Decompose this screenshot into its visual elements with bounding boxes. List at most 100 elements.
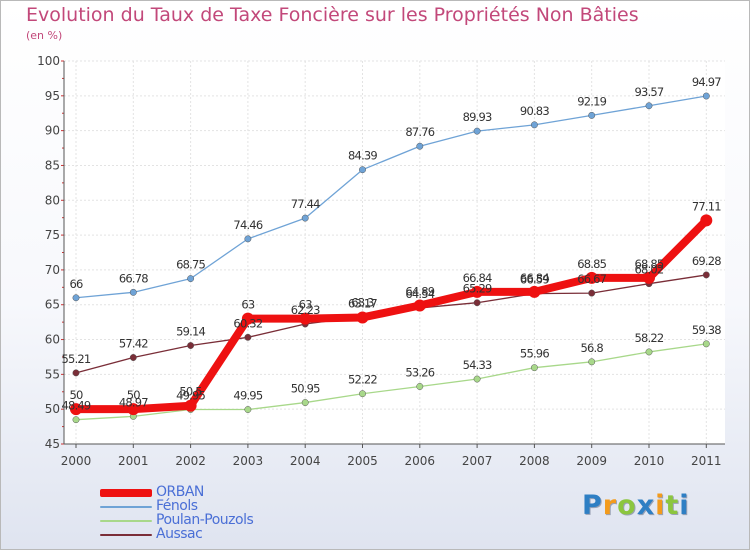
- data-point: [588, 358, 596, 366]
- data-point: [244, 235, 252, 243]
- data-point: [359, 166, 366, 174]
- data-label: 66.67: [577, 272, 606, 286]
- data-point: [473, 299, 481, 307]
- series-line-orban: [72, 216, 711, 414]
- legend-item: ORBAN: [100, 484, 360, 500]
- data-point: [530, 364, 538, 372]
- data-point: [244, 333, 252, 341]
- data-label: 74.46: [233, 218, 262, 232]
- legend-swatch: [100, 520, 152, 522]
- y-tick-label: 70: [45, 263, 60, 277]
- data-point: [528, 285, 541, 298]
- x-tick-label: 2003: [233, 454, 264, 468]
- data-label: 94.97: [692, 75, 721, 89]
- data-label: 62.23: [291, 303, 320, 317]
- data-label: 66.78: [119, 271, 148, 285]
- data-label: 60.32: [233, 316, 262, 330]
- legend-item: Fénols: [100, 498, 360, 514]
- data-point: [72, 369, 80, 377]
- x-tick-label: 2000: [61, 454, 92, 468]
- data-label: 64.54: [405, 287, 434, 301]
- data-label: 55.96: [520, 347, 549, 361]
- data-point: [72, 294, 80, 302]
- logo-letter: t: [665, 490, 680, 521]
- data-label: 49.95: [233, 389, 262, 403]
- x-tick-label: 2002: [175, 454, 206, 468]
- y-tick-label: 90: [45, 124, 60, 138]
- data-label: 68.02: [635, 263, 664, 277]
- data-label: 93.57: [635, 85, 664, 99]
- y-tick-label: 65: [45, 298, 60, 312]
- data-label: 69.28: [692, 254, 721, 268]
- data-label: 57.42: [119, 337, 148, 351]
- data-label: 77.44: [291, 197, 320, 211]
- y-tick-label: 80: [45, 193, 60, 207]
- x-tick-label: 2011: [691, 454, 722, 468]
- y-tick-label: 55: [45, 367, 60, 381]
- data-label: 59.38: [692, 323, 721, 337]
- proxiti-logo: Proxiti: [582, 490, 690, 521]
- logo-letter: r: [602, 490, 618, 521]
- data-label: 63.17: [348, 296, 377, 310]
- data-label: 63: [299, 298, 313, 312]
- legend-swatch: [100, 506, 152, 508]
- logo-letter: o: [617, 490, 637, 521]
- data-label: 48.97: [119, 395, 148, 409]
- data-label: 55.21: [62, 352, 91, 366]
- legend-label: Poulan-Pouzols: [156, 512, 254, 528]
- data-label: 50: [127, 388, 141, 402]
- x-tick-label: 2004: [290, 454, 321, 468]
- data-point: [127, 403, 140, 416]
- y-tick-label: 45: [45, 437, 60, 451]
- data-point: [187, 342, 195, 349]
- data-point: [585, 271, 598, 284]
- data-point: [70, 403, 82, 416]
- data-point: [359, 390, 366, 398]
- logo-letter: x: [636, 490, 656, 521]
- y-tick-label: 85: [45, 158, 60, 172]
- legend-item: Poulan-Pouzols: [100, 512, 360, 528]
- data-point: [416, 383, 424, 390]
- data-point: [184, 399, 197, 412]
- data-point: [530, 121, 538, 129]
- data-point: [643, 271, 655, 284]
- x-tick-label: 2007: [462, 454, 493, 468]
- data-point: [645, 102, 653, 110]
- data-label: 68.85: [635, 257, 664, 271]
- data-label: 63.3: [351, 296, 374, 310]
- data-label: 65.29: [463, 282, 492, 296]
- data-point: [702, 92, 710, 100]
- data-label: 77.11: [692, 199, 721, 213]
- y-tick-label: 60: [45, 333, 60, 347]
- legend-label: Aussac: [156, 526, 203, 542]
- data-point: [588, 111, 596, 119]
- data-point: [129, 288, 137, 296]
- x-tick-label: 2008: [519, 454, 550, 468]
- chart-title: Evolution du Taux de Taxe Foncière sur l…: [26, 4, 639, 26]
- legend-label: ORBAN: [156, 484, 204, 500]
- data-label: 92.19: [577, 94, 606, 108]
- data-label: 59.14: [176, 325, 205, 339]
- data-point: [299, 312, 312, 325]
- data-point: [702, 340, 710, 348]
- data-point: [702, 271, 710, 279]
- data-label: 49.95: [176, 389, 205, 403]
- data-point: [129, 354, 137, 361]
- data-point: [187, 275, 195, 283]
- x-tick-label: 2006: [405, 454, 436, 468]
- data-label: 50: [69, 388, 83, 402]
- data-label: 68.75: [176, 258, 205, 272]
- y-tick-label: 100: [37, 54, 60, 68]
- data-point: [413, 299, 426, 312]
- data-label: 48.49: [62, 399, 91, 413]
- data-label: 84.39: [348, 149, 377, 163]
- data-label: 68.85: [577, 257, 606, 271]
- data-label: 53.26: [405, 365, 434, 379]
- x-tick-label: 2001: [118, 454, 149, 468]
- data-label: 52.22: [348, 373, 377, 387]
- y-tick-label: 95: [45, 89, 60, 103]
- legend-label: Fénols: [156, 498, 198, 514]
- data-label: 87.76: [405, 125, 434, 139]
- legend-swatch: [100, 489, 152, 497]
